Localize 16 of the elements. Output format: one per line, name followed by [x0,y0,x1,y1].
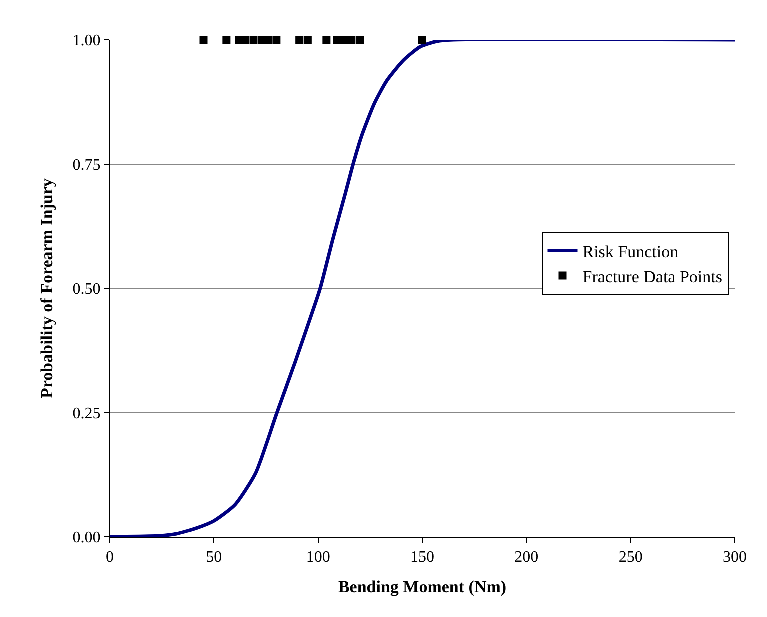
x-tick-label: 200 [514,549,539,566]
x-tick-label: 300 [723,549,747,566]
y-axis-title: Probability of Forearm Injury [37,178,56,398]
legend-label: Fracture Data Points [582,267,722,286]
x-tick-label: 0 [106,549,114,566]
x-tick-label: 100 [306,549,330,566]
x-tick-label: 150 [410,549,434,566]
y-tick-label: 0.75 [72,156,101,174]
legend-label: Risk Function [582,242,680,262]
x-tick-label: 50 [206,549,222,566]
y-tick-label: 0.00 [72,530,101,547]
y-tick-label: 1.00 [72,32,101,50]
x-tick-label: 250 [618,549,643,566]
y-tick-label: 0.50 [72,281,101,298]
y-tick-label: 0.25 [72,405,101,422]
x-axis-title: Bending Moment (Nm) [338,578,507,597]
